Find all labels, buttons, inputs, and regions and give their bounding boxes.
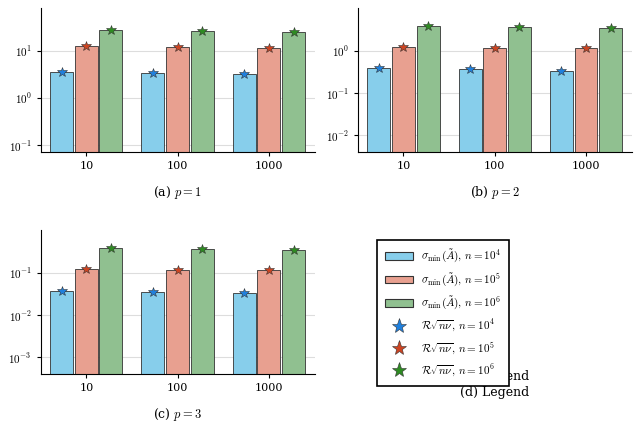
Bar	[75, 269, 98, 433]
Text: (c) $p = 3$: (c) $p = 3$	[153, 406, 202, 423]
Bar	[367, 68, 390, 433]
Bar	[191, 31, 214, 433]
Bar	[141, 73, 164, 433]
Bar	[75, 46, 98, 433]
Text: (a) $p = 1$: (a) $p = 1$	[153, 184, 202, 201]
Bar	[99, 248, 122, 433]
Bar	[459, 69, 481, 433]
Bar	[550, 71, 573, 433]
Bar	[99, 30, 122, 433]
Bar	[141, 291, 164, 433]
Bar	[508, 27, 531, 433]
Bar	[233, 74, 256, 433]
Legend: $\sigma_{\min}(\tilde{A}),\, n = 10^4$, $\sigma_{\min}(\tilde{A}),\, n = 10^5$, : $\sigma_{\min}(\tilde{A}),\, n = 10^4$, …	[377, 240, 509, 387]
Title: (d) Legend: (d) Legend	[460, 370, 529, 383]
Text: (b) $p = 2$: (b) $p = 2$	[470, 184, 520, 201]
Bar	[282, 250, 305, 433]
Bar	[191, 249, 214, 433]
Bar	[417, 26, 440, 433]
Bar	[233, 293, 256, 433]
Bar	[257, 270, 280, 433]
Bar	[392, 47, 415, 433]
Bar	[50, 72, 73, 433]
Bar	[483, 48, 506, 433]
Text: (d) Legend: (d) Legend	[460, 386, 529, 399]
Bar	[50, 291, 73, 433]
Bar	[282, 32, 305, 433]
Bar	[599, 28, 622, 433]
Bar	[166, 270, 189, 433]
Bar	[257, 48, 280, 433]
Bar	[166, 47, 189, 433]
Bar	[575, 48, 598, 433]
